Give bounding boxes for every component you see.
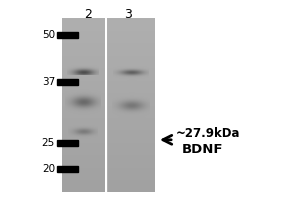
Text: 37: 37 — [42, 77, 55, 87]
Text: 3: 3 — [124, 8, 132, 21]
Bar — [57, 140, 78, 146]
Text: 50: 50 — [42, 30, 55, 40]
Text: 20: 20 — [42, 164, 55, 174]
Text: BDNF: BDNF — [182, 143, 224, 156]
Bar — [57, 32, 78, 38]
Text: ~27.9kDa: ~27.9kDa — [176, 127, 241, 140]
Bar — [57, 79, 78, 85]
Text: 2: 2 — [84, 8, 92, 21]
Text: 25: 25 — [42, 138, 55, 148]
Bar — [57, 166, 78, 172]
